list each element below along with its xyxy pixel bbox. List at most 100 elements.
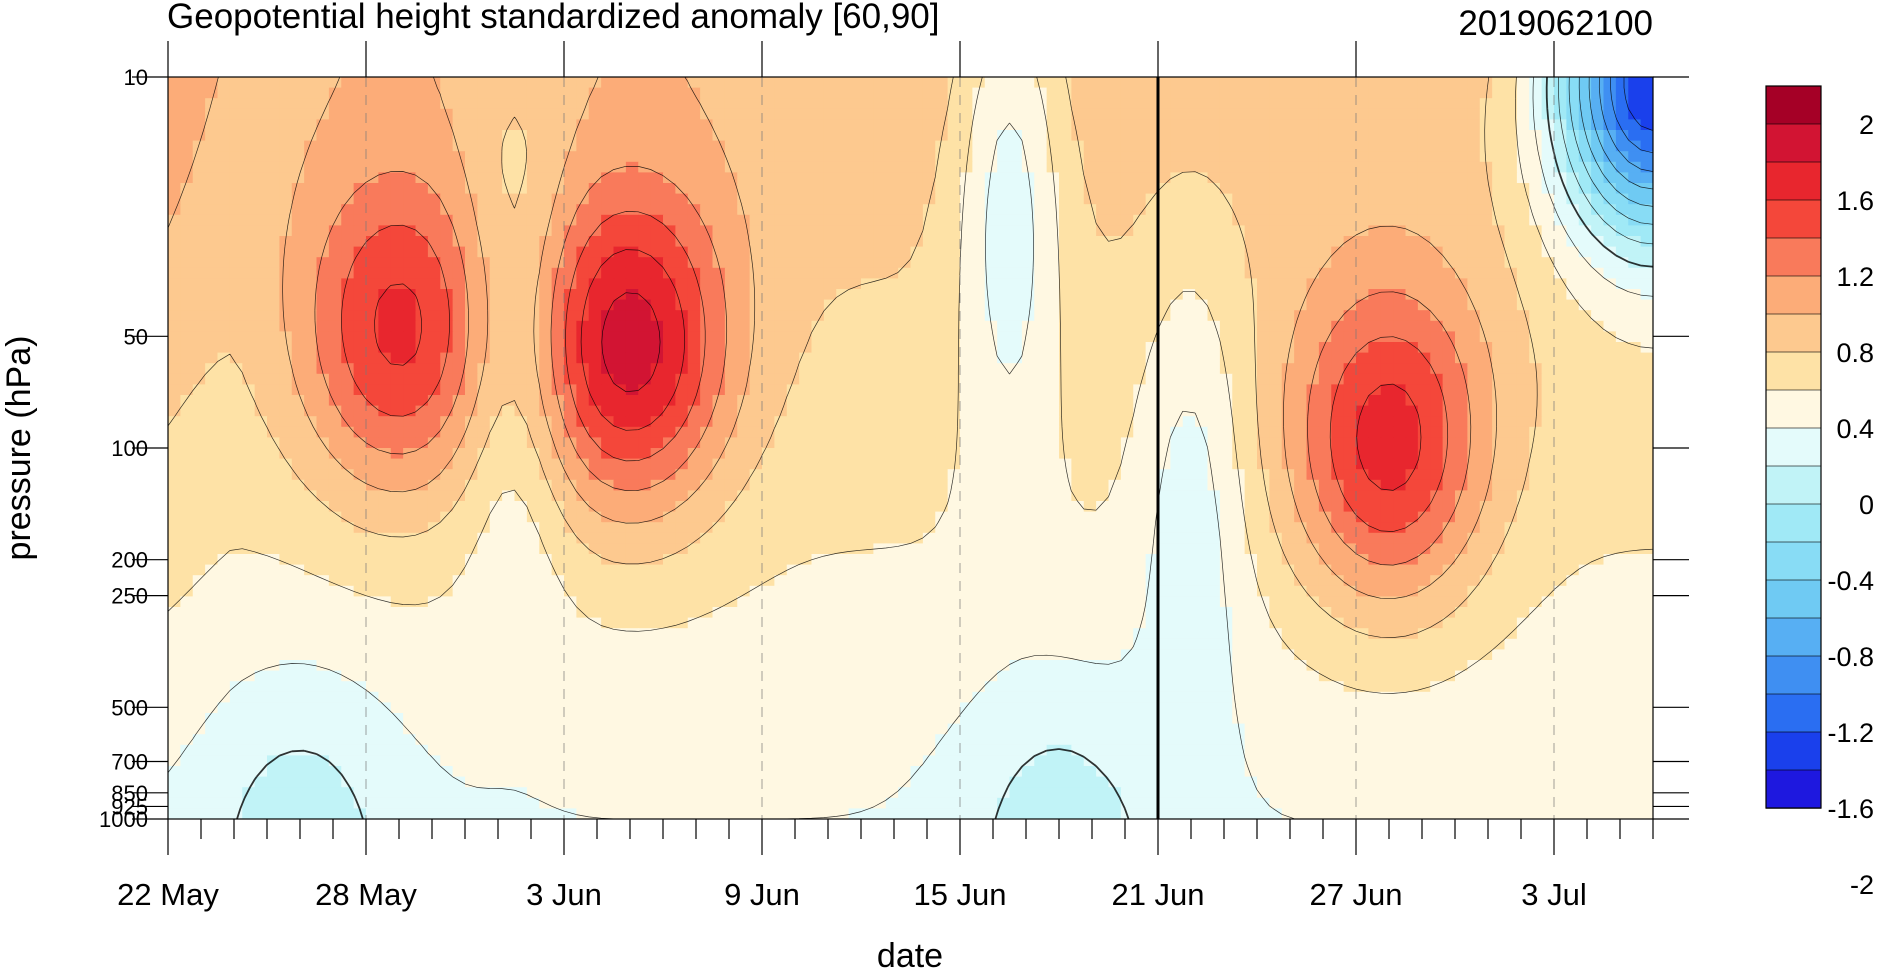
field-cell xyxy=(526,342,540,354)
field-cell xyxy=(799,98,813,110)
field-cell xyxy=(526,278,540,290)
field-cell xyxy=(1467,267,1481,279)
field-cell xyxy=(551,469,565,481)
field-cell xyxy=(687,257,701,269)
field-cell xyxy=(452,204,466,216)
field-cell xyxy=(291,193,305,205)
field-cell xyxy=(972,511,986,523)
field-cell xyxy=(304,448,318,460)
field-cell xyxy=(1492,119,1506,131)
field-cell xyxy=(1603,352,1617,364)
field-cell xyxy=(1393,246,1407,258)
field-cell xyxy=(1566,87,1580,99)
field-cell xyxy=(1009,225,1023,237)
field-cell xyxy=(1232,140,1246,152)
field-cell xyxy=(353,246,367,258)
field-cell xyxy=(217,405,231,417)
field-cell xyxy=(1083,448,1097,460)
field-cell xyxy=(1628,204,1642,216)
field-cell xyxy=(242,299,256,311)
field-cell xyxy=(836,299,850,311)
field-cell xyxy=(1046,437,1060,449)
field-cell xyxy=(229,426,243,438)
field-cell xyxy=(415,416,429,428)
field-cell xyxy=(1219,363,1233,375)
field-cell xyxy=(328,225,342,237)
field-cell xyxy=(737,405,751,417)
field-cell xyxy=(1393,437,1407,449)
field-cell xyxy=(465,236,478,248)
field-cell xyxy=(1281,426,1295,438)
field-cell xyxy=(1059,246,1072,258)
field-cell xyxy=(1417,225,1431,237)
field-cell xyxy=(477,469,491,481)
field-cell xyxy=(539,363,553,375)
field-cell xyxy=(749,458,763,470)
field-cell xyxy=(1096,501,1110,513)
field-cell xyxy=(1034,384,1048,396)
field-cell xyxy=(415,278,429,290)
field-cell xyxy=(1541,405,1555,417)
field-cell xyxy=(960,151,973,163)
field-cell xyxy=(1442,87,1456,99)
field-cell xyxy=(192,501,206,513)
field-cell xyxy=(452,193,466,205)
field-cell xyxy=(1071,87,1085,99)
field-cell xyxy=(291,98,305,110)
field-cell xyxy=(1566,501,1580,513)
field-cell xyxy=(1021,395,1035,407)
field-cell xyxy=(1628,236,1642,248)
field-cell xyxy=(1294,278,1308,290)
field-cell xyxy=(1059,469,1072,481)
field-cell xyxy=(1170,490,1184,502)
field-cell xyxy=(1219,501,1233,513)
field-cell xyxy=(465,77,478,89)
field-cell xyxy=(625,140,639,152)
field-cell xyxy=(229,246,243,258)
field-cell xyxy=(1034,98,1048,110)
field-cell xyxy=(1455,130,1468,142)
field-cell xyxy=(551,331,565,343)
field-cell xyxy=(737,257,751,269)
field-cell xyxy=(328,416,342,428)
field-cell xyxy=(489,225,503,237)
field-cell xyxy=(1096,98,1110,110)
field-cell xyxy=(328,183,342,195)
field-cell xyxy=(489,108,503,120)
field-cell xyxy=(638,108,652,120)
field-cell xyxy=(1541,501,1555,513)
field-cell xyxy=(291,204,305,216)
field-cell xyxy=(1281,299,1295,311)
field-cell xyxy=(353,448,367,460)
field-cell xyxy=(489,490,503,502)
field-cell xyxy=(663,363,676,375)
field-cell xyxy=(1430,130,1444,142)
field-cell xyxy=(1467,140,1481,152)
field-cell xyxy=(1628,342,1642,354)
field-cell xyxy=(997,130,1011,142)
field-cell xyxy=(1207,236,1221,248)
field-cell xyxy=(279,183,293,195)
field-cell xyxy=(1529,373,1543,385)
field-cell xyxy=(217,352,231,364)
field-cell xyxy=(749,130,763,142)
field-cell xyxy=(1343,479,1357,491)
field-cell xyxy=(960,214,973,226)
field-cell xyxy=(1170,172,1184,184)
field-cell xyxy=(1170,257,1184,269)
field-cell xyxy=(1368,469,1382,481)
field-cell xyxy=(576,140,590,152)
field-cell xyxy=(1430,193,1444,205)
field-cell xyxy=(168,416,181,428)
field-cell xyxy=(848,448,862,460)
field-cell xyxy=(267,501,280,513)
field-cell xyxy=(1046,426,1060,438)
field-cell xyxy=(316,214,330,226)
field-cell xyxy=(601,501,615,513)
field-cell xyxy=(341,299,355,311)
field-cell xyxy=(675,490,689,502)
field-cell xyxy=(700,225,714,237)
field-cell xyxy=(650,161,664,173)
field-cell xyxy=(1306,320,1320,332)
field-cell xyxy=(390,490,404,502)
